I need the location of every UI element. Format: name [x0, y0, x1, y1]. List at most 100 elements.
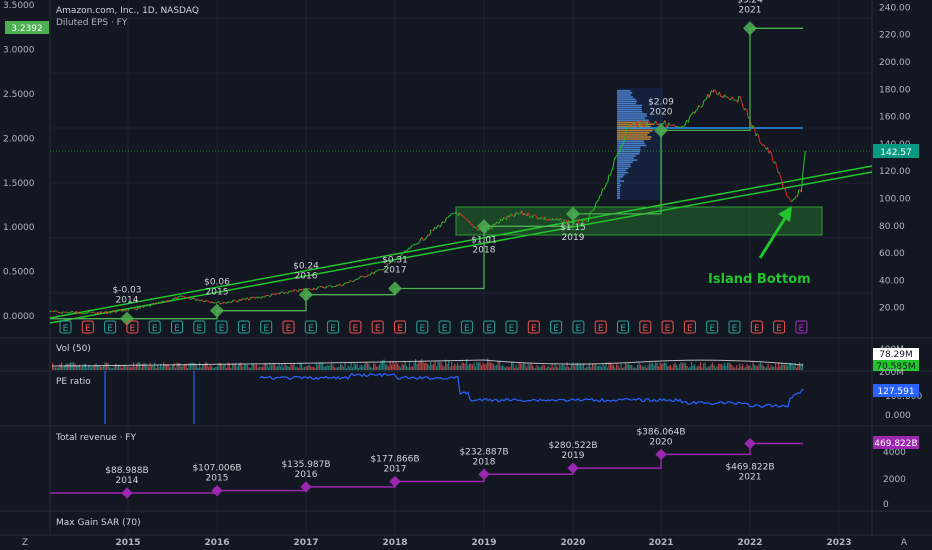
volume-bar: [389, 360, 391, 370]
earnings-marker-label[interactable]: E: [353, 324, 359, 334]
earnings-marker-label[interactable]: E: [308, 324, 314, 334]
earnings-marker[interactable]: [527, 320, 540, 334]
earnings-marker-label[interactable]: E: [620, 324, 626, 334]
earnings-marker[interactable]: [349, 320, 362, 334]
earnings-marker-label[interactable]: E: [107, 324, 113, 334]
earnings-marker[interactable]: [215, 320, 228, 334]
earnings-marker[interactable]: [505, 320, 518, 334]
volume-bar: [314, 367, 316, 370]
earnings-marker[interactable]: [193, 320, 206, 334]
volume-bar: [398, 365, 400, 370]
earnings-marker[interactable]: [683, 320, 696, 334]
eps-point[interactable]: [742, 21, 758, 36]
eps-point[interactable]: [298, 287, 314, 302]
price-axis-tick: 60.00: [879, 249, 905, 259]
earnings-marker-label[interactable]: E: [776, 324, 782, 334]
earnings-marker[interactable]: [171, 320, 183, 334]
earnings-marker-label[interactable]: E: [486, 324, 492, 334]
eps-point[interactable]: [476, 219, 492, 234]
earnings-marker[interactable]: [438, 320, 451, 334]
earnings-marker[interactable]: [750, 320, 763, 334]
earnings-marker-label[interactable]: E: [219, 324, 225, 334]
earnings-marker-label[interactable]: E: [375, 324, 381, 334]
earnings-marker-label[interactable]: E: [598, 324, 604, 334]
volume-bar: [142, 363, 144, 370]
revenue-point[interactable]: [655, 448, 667, 461]
revenue-point[interactable]: [744, 437, 756, 450]
revenue-point[interactable]: [211, 485, 223, 497]
earnings-marker-label[interactable]: E: [553, 324, 559, 334]
earnings-marker-label[interactable]: E: [85, 324, 91, 334]
earnings-marker[interactable]: [728, 320, 741, 334]
volume-bar: [89, 365, 91, 370]
earnings-marker[interactable]: [617, 320, 629, 334]
earnings-marker-label[interactable]: E: [732, 324, 738, 334]
earnings-marker-label[interactable]: E: [642, 324, 648, 334]
earnings-marker[interactable]: [282, 320, 295, 334]
earnings-marker-label[interactable]: E: [241, 324, 247, 334]
earnings-marker[interactable]: [148, 320, 161, 334]
scale-z-button[interactable]: Z: [22, 538, 28, 548]
revenue-point[interactable]: [478, 468, 490, 480]
volume-bar: [743, 367, 745, 370]
earnings-marker[interactable]: [126, 320, 139, 334]
earnings-marker-label[interactable]: E: [576, 324, 582, 334]
price-segment: [573, 219, 576, 224]
eps-point[interactable]: [119, 311, 135, 326]
earnings-marker-label[interactable]: E: [196, 324, 202, 334]
auto-scale-button[interactable]: A: [901, 538, 908, 548]
eps-point[interactable]: [387, 281, 403, 296]
price-segment: [376, 270, 378, 272]
earnings-marker-label[interactable]: E: [286, 324, 292, 334]
price-segment: [667, 122, 670, 129]
earnings-marker[interactable]: [237, 320, 250, 334]
price-segment: [157, 301, 160, 304]
revenue-point[interactable]: [567, 462, 579, 474]
earnings-marker[interactable]: [572, 320, 585, 334]
earnings-marker[interactable]: [639, 320, 652, 334]
earnings-marker[interactable]: [773, 320, 786, 334]
earnings-marker-label[interactable]: E: [665, 324, 671, 334]
earnings-marker[interactable]: [460, 320, 473, 334]
earnings-marker-label[interactable]: E: [509, 324, 515, 334]
eps-point[interactable]: [653, 123, 669, 138]
earnings-marker[interactable]: [594, 320, 607, 334]
eps-point[interactable]: [565, 206, 581, 221]
earnings-marker[interactable]: [795, 320, 808, 334]
earnings-marker-label[interactable]: E: [799, 324, 805, 334]
earnings-marker-label[interactable]: E: [130, 324, 136, 334]
eps-point[interactable]: [209, 303, 225, 318]
earnings-marker-label[interactable]: E: [63, 324, 69, 334]
earnings-marker[interactable]: [327, 320, 340, 334]
earnings-marker[interactable]: [81, 320, 94, 334]
earnings-marker[interactable]: [260, 320, 273, 334]
earnings-marker-label[interactable]: E: [531, 324, 537, 334]
earnings-marker-label[interactable]: E: [709, 324, 715, 334]
earnings-marker-label[interactable]: E: [464, 324, 470, 334]
earnings-marker-label[interactable]: E: [174, 324, 180, 334]
earnings-marker-label[interactable]: E: [330, 324, 336, 334]
earnings-marker[interactable]: [104, 320, 117, 334]
price-segment: [357, 277, 360, 280]
earnings-marker[interactable]: [550, 320, 563, 334]
earnings-marker-label[interactable]: E: [152, 324, 158, 334]
revenue-point[interactable]: [300, 481, 312, 493]
earnings-marker[interactable]: [59, 320, 72, 334]
earnings-marker[interactable]: [394, 320, 406, 334]
earnings-marker-label[interactable]: E: [754, 324, 760, 334]
earnings-marker-label[interactable]: E: [442, 324, 448, 334]
earnings-marker-label[interactable]: E: [263, 324, 269, 334]
earnings-marker[interactable]: [483, 320, 496, 334]
earnings-marker-label[interactable]: E: [397, 324, 403, 334]
earnings-marker[interactable]: [661, 320, 674, 334]
revenue-point[interactable]: [389, 475, 401, 488]
earnings-marker-label[interactable]: E: [419, 324, 425, 334]
price-segment: [207, 300, 209, 303]
earnings-marker-label[interactable]: E: [687, 324, 693, 334]
earnings-marker[interactable]: [304, 320, 317, 334]
earnings-marker[interactable]: [706, 320, 719, 334]
earnings-marker[interactable]: [416, 320, 429, 334]
earnings-marker[interactable]: [371, 320, 384, 334]
